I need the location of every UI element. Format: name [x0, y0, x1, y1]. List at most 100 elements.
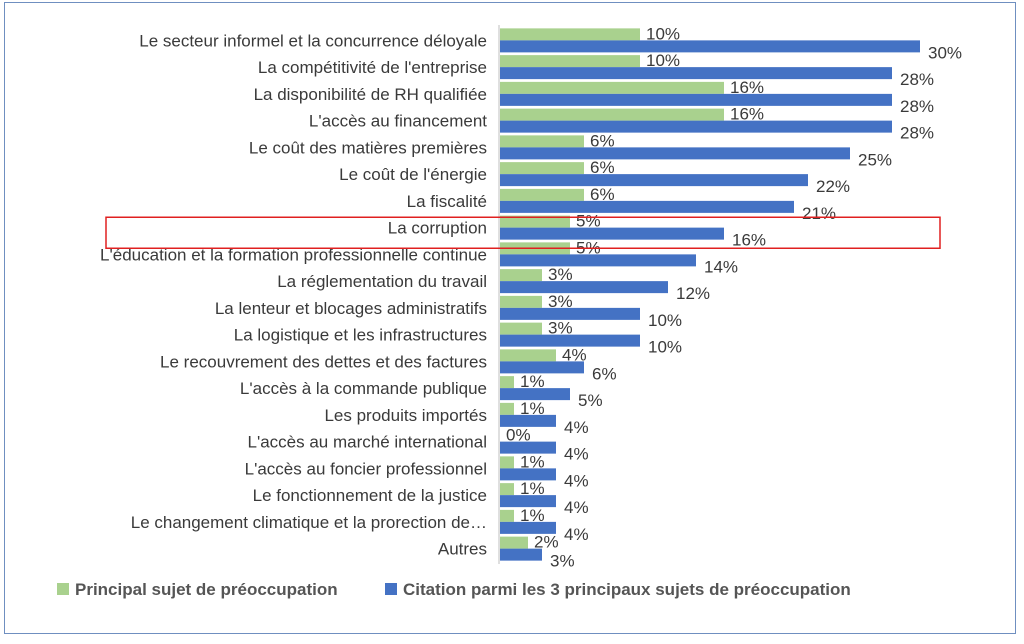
- value-label-principal: 1%: [520, 506, 545, 525]
- bar-principal-19: [500, 536, 528, 549]
- category-label: Le coût de l'énergie: [339, 165, 487, 184]
- bar-principal-10: [500, 295, 542, 308]
- category-label: Le fonctionnement de la justice: [253, 486, 487, 505]
- value-label-principal: 16%: [730, 105, 764, 124]
- value-label-citation: 10%: [648, 311, 682, 330]
- value-label-principal: 6%: [590, 131, 615, 150]
- value-label-citation: 28%: [900, 97, 934, 116]
- bar-citation-10: [500, 307, 640, 320]
- bar-principal-17: [500, 483, 514, 496]
- category-label: L'accès au foncier professionnel: [245, 459, 487, 478]
- bar-citation-15: [500, 441, 556, 454]
- value-label-principal: 5%: [576, 212, 601, 231]
- bar-citation-4: [500, 147, 850, 160]
- value-labels-group: 10% 30% 10% 28% 16% 28% 16% 28% 6% 25% 6% 22% 6% 21% 5…: [506, 24, 962, 570]
- bar-principal-9: [500, 269, 542, 282]
- category-label: Le changement climatique et la prorectio…: [131, 513, 487, 532]
- bar-citation-3: [500, 120, 892, 133]
- value-label-principal: 3%: [548, 292, 573, 311]
- value-label-citation: 3%: [550, 552, 575, 571]
- value-label-citation: 4%: [564, 498, 589, 517]
- value-label-citation: 22%: [816, 177, 850, 196]
- category-label: Les produits importés: [324, 406, 487, 425]
- bar-principal-11: [500, 322, 542, 335]
- value-label-citation: 4%: [564, 418, 589, 437]
- bar-principal-13: [500, 376, 514, 389]
- value-label-citation: 6%: [592, 364, 617, 383]
- bar-principal-0: [500, 28, 640, 41]
- value-label-principal: 3%: [548, 265, 573, 284]
- bar-principal-2: [500, 81, 724, 94]
- value-label-citation: 4%: [564, 525, 589, 544]
- bar-principal-16: [500, 456, 514, 469]
- value-label-citation: 16%: [732, 231, 766, 250]
- category-label: La compétitivité de l'entreprise: [258, 58, 487, 77]
- category-label: La logistique et les infrastructures: [234, 326, 487, 345]
- category-label: L'accès au financement: [309, 112, 487, 131]
- value-label-principal: 2%: [534, 533, 559, 552]
- category-label: La corruption: [388, 219, 487, 238]
- value-label-citation: 14%: [704, 257, 738, 276]
- bar-principal-6: [500, 188, 584, 201]
- bar-principal-3: [500, 108, 724, 121]
- value-label-citation: 12%: [676, 284, 710, 303]
- value-label-citation: 25%: [858, 150, 892, 169]
- value-label-principal: 1%: [520, 372, 545, 391]
- bar-citation-5: [500, 174, 808, 187]
- value-label-principal: 0%: [506, 426, 531, 445]
- bar-principal-7: [500, 215, 570, 228]
- bar-principal-18: [500, 509, 514, 522]
- value-label-citation: 4%: [564, 471, 589, 490]
- legend-swatch-citation: [385, 583, 397, 595]
- value-label-citation: 10%: [648, 338, 682, 357]
- bar-citation-8: [500, 254, 696, 267]
- bar-citation-14: [500, 414, 556, 427]
- bar-citation-17: [500, 495, 556, 508]
- bar-citation-2: [500, 93, 892, 106]
- bar-principal-5: [500, 162, 584, 175]
- bar-citation-9: [500, 281, 668, 294]
- value-label-principal: 1%: [520, 399, 545, 418]
- value-label-citation: 21%: [802, 204, 836, 223]
- value-label-citation: 28%: [900, 70, 934, 89]
- value-label-citation: 5%: [578, 391, 603, 410]
- bar-principal-14: [500, 402, 514, 415]
- bar-citation-0: [500, 40, 920, 53]
- bar-principal-4: [500, 135, 584, 148]
- bar-citation-16: [500, 468, 556, 481]
- value-label-citation: 30%: [928, 43, 962, 62]
- category-label: L'accès au marché international: [248, 433, 488, 452]
- value-label-principal: 10%: [646, 24, 680, 43]
- value-label-principal: 6%: [590, 185, 615, 204]
- bars-group: [500, 28, 920, 561]
- category-label: Le recouvrement des dettes et des factur…: [160, 352, 487, 371]
- category-label: Le secteur informel et la concurrence dé…: [139, 31, 487, 50]
- category-label: La disponibilité de RH qualifiée: [254, 85, 487, 104]
- value-label-principal: 1%: [520, 452, 545, 471]
- bar-principal-12: [500, 349, 556, 362]
- category-label: L'accès à la commande publique: [240, 379, 487, 398]
- bar-citation-11: [500, 334, 640, 347]
- value-label-principal: 10%: [646, 51, 680, 70]
- highlight-group: [105, 216, 941, 249]
- bar-citation-12: [500, 361, 584, 374]
- legend: Principal sujet de préoccupation Citation…: [57, 580, 851, 599]
- value-label-principal: 6%: [590, 158, 615, 177]
- category-label: L'éducation et la formation professionne…: [100, 245, 487, 264]
- category-label: Autres: [438, 540, 487, 559]
- bar-principal-1: [500, 55, 640, 68]
- value-label-citation: 4%: [564, 445, 589, 464]
- horizontal-bar-chart: Le secteur informel et la concurrence dé…: [57, 24, 962, 599]
- value-label-principal: 4%: [562, 345, 587, 364]
- chart-frame: Le secteur informel et la concurrence dé…: [4, 2, 1016, 634]
- highlight-box: [105, 216, 941, 249]
- category-label: La réglementation du travail: [277, 272, 487, 291]
- bar-citation-13: [500, 388, 570, 401]
- category-label: Le coût des matières premières: [249, 138, 487, 157]
- category-label: La lenteur et blocages administratifs: [215, 299, 487, 318]
- bar-citation-19: [500, 548, 542, 561]
- legend-label-principal: Principal sujet de préoccupation: [75, 580, 338, 599]
- bar-citation-18: [500, 521, 556, 534]
- value-label-principal: 16%: [730, 78, 764, 97]
- legend-label-citation: Citation parmi les 3 principaux sujets d…: [403, 580, 851, 599]
